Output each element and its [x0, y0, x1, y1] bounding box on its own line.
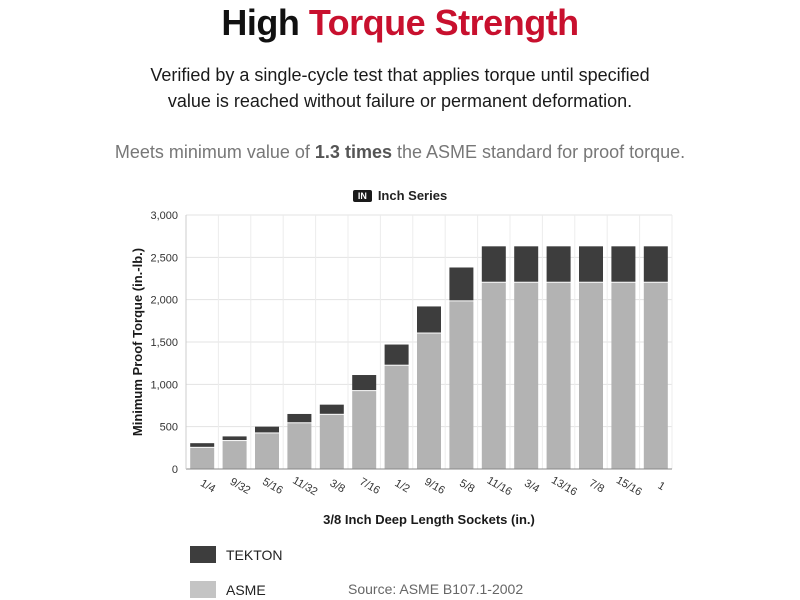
- bar-tekton: [546, 246, 571, 282]
- source-note: Source: ASME B107.1-2002: [348, 581, 524, 597]
- bar-tekton: [611, 246, 636, 282]
- bar-asme: [222, 441, 247, 469]
- x-tick-label: 7/8: [587, 477, 606, 495]
- bar-tekton: [190, 443, 215, 447]
- y-tick-label: 3,000: [150, 210, 178, 222]
- y-tick-label: 1,000: [150, 379, 178, 391]
- legend-item-asme: ASME: [190, 581, 266, 598]
- bar-asme: [611, 282, 636, 469]
- subtitle-line2: value is reached without failure or perm…: [167, 91, 633, 111]
- meets-statement: Meets minimum value of 1.3 times the ASM…: [0, 142, 800, 163]
- bar-asme: [352, 391, 377, 469]
- x-tick-label: 11/32: [290, 475, 319, 499]
- x-tick-label: 1/2: [392, 477, 411, 495]
- bar-tekton: [255, 426, 279, 433]
- bar-tekton: [579, 246, 603, 282]
- x-tick-label: 13/16: [549, 474, 579, 498]
- bar-asme: [449, 301, 474, 469]
- title-part2: Torque Strength: [308, 2, 579, 43]
- bar-asme: [287, 423, 312, 469]
- title-part1: High: [221, 2, 300, 43]
- x-tick-label: 11/16: [485, 475, 514, 499]
- y-tick-label: 2,000: [150, 295, 178, 307]
- legend-label-asme: ASME: [226, 581, 266, 598]
- bar-asme: [546, 282, 571, 469]
- bar-tekton: [319, 404, 344, 414]
- meets-suffix: the ASME standard for proof torque.: [396, 142, 686, 162]
- legend-swatch-tekton: [190, 546, 216, 563]
- bar-asme: [514, 282, 539, 469]
- legend-label-tekton: TEKTON: [226, 546, 283, 563]
- bar-asme: [255, 433, 279, 469]
- chart-title-text: Inch Series: [377, 188, 448, 203]
- chart-title: IN Inch Series: [0, 188, 800, 203]
- x-tick-label: 5/8: [457, 477, 476, 495]
- page-subtitle: Verified by a single-cycle test that app…: [0, 62, 800, 114]
- bar-tekton: [352, 375, 377, 391]
- y-tick-label: 0: [172, 464, 178, 476]
- bar-tekton: [222, 436, 247, 441]
- y-tick-label: 2,500: [150, 252, 178, 264]
- x-tick-label: 5/16: [260, 476, 285, 497]
- x-tick-label: 3/8: [328, 477, 347, 495]
- x-tick-label: 7/16: [357, 476, 382, 497]
- bar-asme: [417, 333, 441, 469]
- bar-tekton: [643, 246, 668, 282]
- bar-asme: [643, 282, 668, 469]
- legend-swatch-asme: [190, 581, 216, 598]
- x-axis-label: 3/8 Inch Deep Length Sockets (in.): [323, 512, 535, 527]
- meets-bold: 1.3 times: [314, 142, 392, 162]
- y-tick-label: 1,500: [150, 337, 178, 349]
- legend-item-tekton: TEKTON: [190, 546, 283, 563]
- x-tick-label: 1: [656, 480, 667, 493]
- bar-tekton: [481, 246, 506, 282]
- page-title: High Torque Strength: [0, 2, 800, 44]
- bar-asme: [319, 414, 344, 469]
- bar-asme: [384, 365, 409, 469]
- x-tick-label: 3/4: [522, 477, 541, 495]
- x-tick-label: 15/16: [614, 474, 644, 498]
- bar-tekton: [417, 306, 441, 333]
- bar-tekton: [287, 413, 312, 423]
- y-axis-label: Minimum Proof Torque (in.-lb.): [130, 248, 145, 436]
- y-tick-label: 500: [160, 422, 178, 434]
- meets-prefix: Meets minimum value of: [114, 142, 310, 162]
- bar-asme: [579, 282, 603, 469]
- x-tick-label: 1/4: [198, 477, 217, 495]
- x-tick-label: 9/32: [228, 476, 253, 497]
- x-tick-label: 9/16: [422, 476, 447, 497]
- bar-tekton: [514, 246, 539, 282]
- bar-asme: [190, 447, 215, 469]
- bar-asme: [481, 282, 506, 469]
- bar-tekton: [449, 267, 474, 301]
- inch-badge: IN: [352, 190, 372, 202]
- bar-tekton: [384, 344, 409, 365]
- subtitle-line1: Verified by a single-cycle test that app…: [150, 65, 650, 85]
